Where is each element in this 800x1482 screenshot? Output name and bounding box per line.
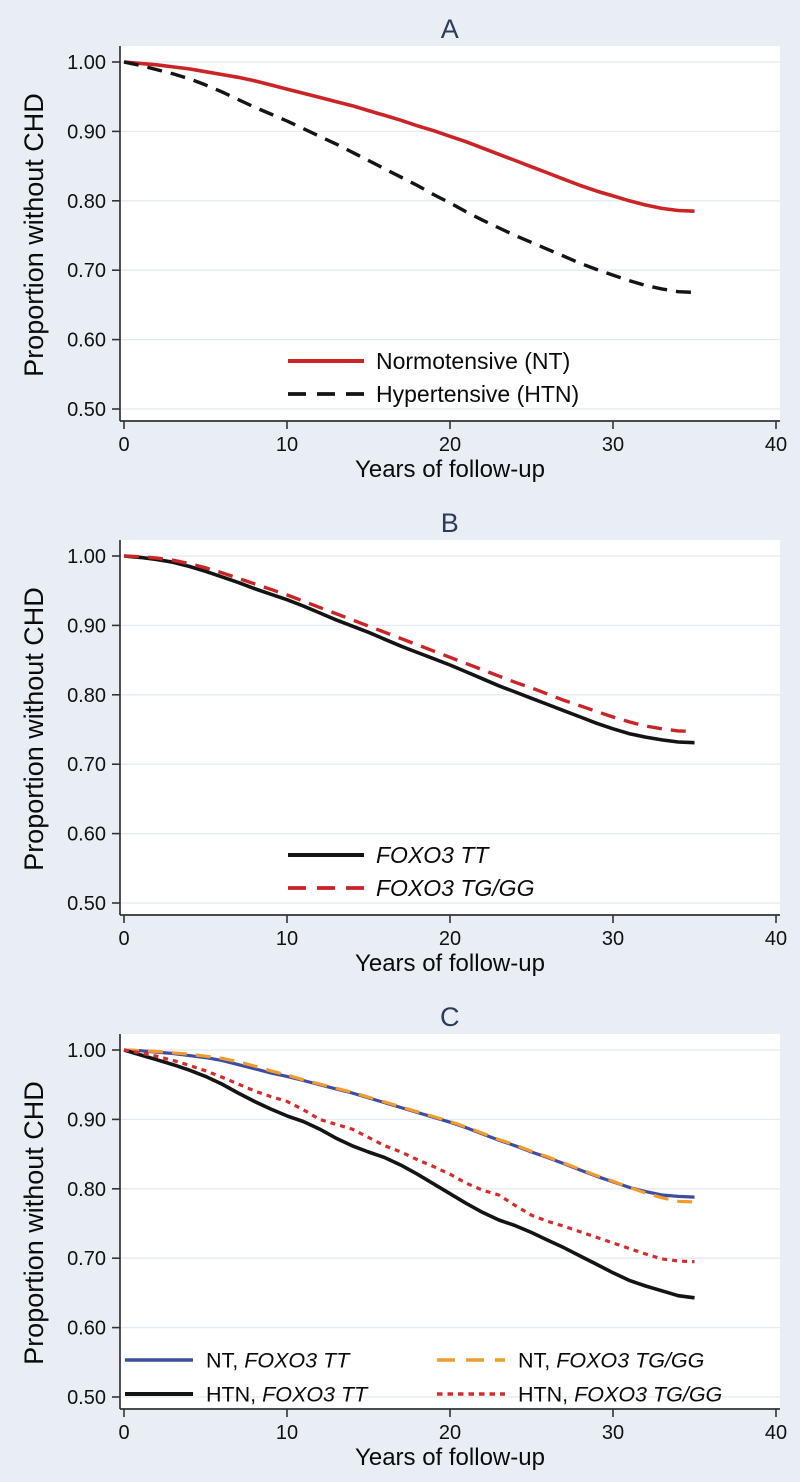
y-tick-label: 0.70 <box>67 1248 106 1270</box>
y-tick-label: 1.00 <box>67 52 106 74</box>
x-tick-label: 20 <box>439 928 461 950</box>
panel-b-chart: 1.00 0.90 0.80 0.70 0.60 0.50 0 10 20 30 40 FOXO3 T… <box>67 540 787 950</box>
x-tick-label: 40 <box>765 434 787 456</box>
y-tick-label: 0.90 <box>67 615 106 637</box>
series-line-1 <box>123 60 695 295</box>
y-tick-label: 0.80 <box>67 191 106 213</box>
y-tick-label: 0.60 <box>67 330 106 352</box>
plot-area <box>120 540 780 915</box>
panel-c-title: C <box>440 1002 460 1032</box>
series-line-1 <box>123 554 695 734</box>
y-tick-label: 0.50 <box>67 893 106 915</box>
x-tick-label: 30 <box>602 928 624 950</box>
x-tick-label: 10 <box>276 1422 298 1444</box>
panel-a-chart: 1.00 0.90 0.80 0.70 0.60 0.50 0 10 20 30 40 Normote… <box>67 46 787 456</box>
plot-area <box>120 46 780 421</box>
panel-c: 1.00 0.90 0.80 0.70 0.60 0.50 0 10 20 30 40 NT, FOX… <box>0 988 800 1482</box>
x-tick-label: 10 <box>276 434 298 456</box>
series-line-1 <box>123 1048 695 1204</box>
y-tick-label: 1.00 <box>67 546 106 568</box>
x-tick-label: 0 <box>118 434 129 456</box>
y-tick-label: 0.80 <box>67 1179 106 1201</box>
legend-label: HTN, FOXO3 TG/GG <box>518 1382 722 1406</box>
legend-label: Normotensive (NT) <box>376 348 570 374</box>
panel-c-y-axis-label: Proportion without CHD <box>19 1081 49 1365</box>
y-tick-label: 0.60 <box>67 1318 106 1340</box>
series-line-3 <box>123 1048 695 1264</box>
panel-a-title: A <box>440 14 460 44</box>
panel-b-y-axis-label: Proportion without CHD <box>19 587 49 871</box>
plot-area <box>120 1034 780 1409</box>
x-tick-label: 40 <box>765 1422 787 1444</box>
legend-label: NT, FOXO3 TG/GG <box>518 1348 704 1372</box>
panel-b-title: B <box>440 508 460 538</box>
x-tick-label: 10 <box>276 928 298 950</box>
y-tick-label: 0.70 <box>67 260 106 282</box>
y-tick-label: 0.90 <box>67 1109 106 1131</box>
y-tick-label: 0.80 <box>67 685 106 707</box>
panel-a-x-axis-label: Years of follow-up <box>355 456 545 483</box>
y-tick-label: 0.70 <box>67 754 106 776</box>
panel-c-x-axis-label: Years of follow-up <box>355 1444 545 1471</box>
y-tick-label: 0.60 <box>67 824 106 846</box>
x-tick-label: 20 <box>439 1422 461 1444</box>
legend-label: HTN, FOXO3 TT <box>206 1382 369 1406</box>
y-tick-label: 0.50 <box>67 1387 106 1409</box>
panel-a-y-axis-label: Proportion without CHD <box>19 93 49 377</box>
series-line-0 <box>123 554 695 745</box>
legend-label: FOXO3 TG/GG <box>376 875 534 901</box>
panel-c-chart: 1.00 0.90 0.80 0.70 0.60 0.50 0 10 20 30 40 NT, FOX… <box>67 1034 787 1444</box>
series-line-2 <box>123 1048 695 1300</box>
y-tick-label: 0.50 <box>67 399 106 421</box>
y-tick-label: 0.90 <box>67 121 106 143</box>
series-line-0 <box>123 60 695 213</box>
panel-a: 1.00 0.90 0.80 0.70 0.60 0.50 0 10 20 30 40 Normote… <box>0 0 800 494</box>
panel-b-x-axis-label: Years of follow-up <box>355 950 545 977</box>
legend-label: Hypertensive (HTN) <box>376 381 579 407</box>
legend-label: FOXO3 TT <box>376 842 490 868</box>
x-tick-label: 0 <box>118 928 129 950</box>
y-tick-label: 1.00 <box>67 1040 106 1062</box>
legend-label: NT, FOXO3 TT <box>206 1348 351 1372</box>
x-tick-label: 30 <box>602 434 624 456</box>
panel-b: 1.00 0.90 0.80 0.70 0.60 0.50 0 10 20 30 40 FOXO3 T… <box>0 494 800 988</box>
x-tick-label: 40 <box>765 928 787 950</box>
x-tick-label: 20 <box>439 434 461 456</box>
x-tick-label: 0 <box>118 1422 129 1444</box>
x-tick-label: 30 <box>602 1422 624 1444</box>
